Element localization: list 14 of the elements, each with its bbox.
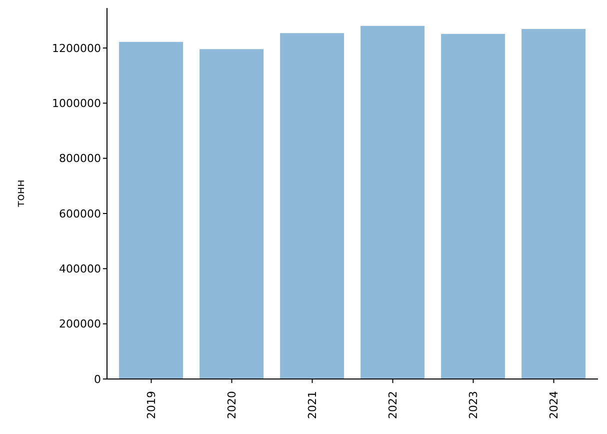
y-tick-label: 600000 bbox=[59, 207, 101, 220]
y-tick-label: 800000 bbox=[59, 152, 101, 166]
y-axis-title: тонн bbox=[14, 180, 27, 208]
y-tick-label: 1200000 bbox=[52, 42, 101, 55]
y-tick-label: 0 bbox=[94, 372, 101, 386]
x-tick-label: 2020 bbox=[225, 391, 238, 419]
x-tick-label: 2024 bbox=[547, 391, 560, 419]
x-tick-label: 2021 bbox=[306, 391, 319, 419]
y-tick-label: 200000 bbox=[59, 318, 101, 331]
x-tick-label: 2022 bbox=[386, 391, 400, 419]
y-tick-label: 1000000 bbox=[52, 97, 101, 110]
x-tick-label: 2023 bbox=[466, 391, 480, 419]
x-tick-label: 2019 bbox=[144, 391, 158, 419]
y-tick-label: 400000 bbox=[59, 262, 101, 276]
